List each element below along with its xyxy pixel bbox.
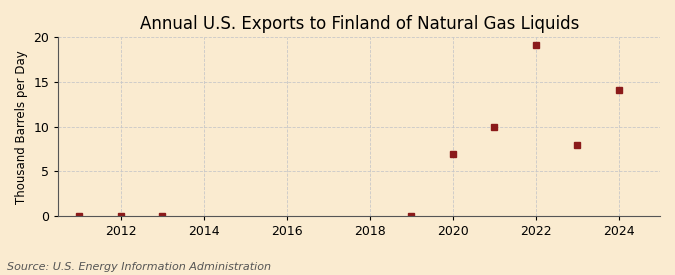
Title: Annual U.S. Exports to Finland of Natural Gas Liquids: Annual U.S. Exports to Finland of Natura… — [140, 15, 579, 33]
Y-axis label: Thousand Barrels per Day: Thousand Barrels per Day — [15, 50, 28, 204]
Text: Source: U.S. Energy Information Administration: Source: U.S. Energy Information Administ… — [7, 262, 271, 272]
